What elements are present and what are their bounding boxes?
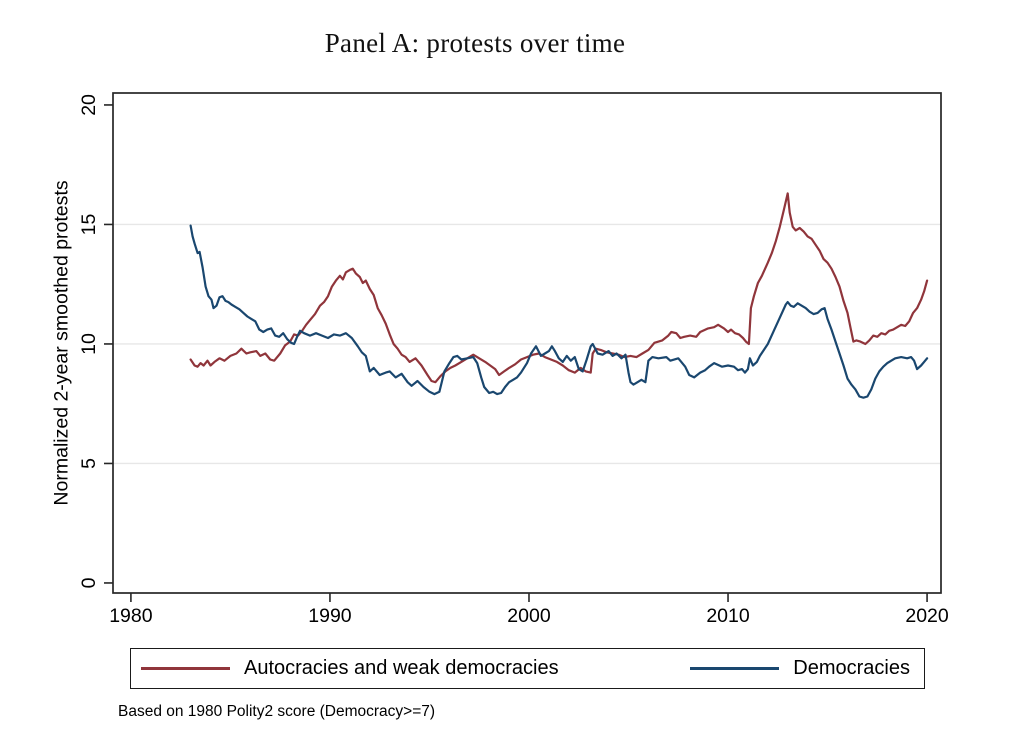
series-line-democracies <box>189 224 929 399</box>
y-tick-label-10: 10 <box>78 333 100 355</box>
democracies-line-swatch <box>690 667 780 670</box>
y-tick-label-20: 20 <box>78 94 100 116</box>
x-tick-label-2020: 2020 <box>905 605 949 627</box>
plot-frame <box>112 92 942 594</box>
y-tick-label-15: 15 <box>78 213 100 235</box>
series-line-autocracies <box>189 192 929 384</box>
legend-entry-democracies: Democracies <box>690 657 910 680</box>
x-tick-label-2010: 2010 <box>706 605 750 627</box>
legend-label-autocracies: Autocracies and weak democracies <box>244 657 559 679</box>
y-tick-label-0: 0 <box>78 577 100 588</box>
legend-label-democracies: Democracies <box>793 657 910 679</box>
y-tick-label-5: 5 <box>78 458 100 469</box>
chart-title: Panel A: protests over time <box>324 28 626 58</box>
autocracies-line-swatch <box>141 667 230 670</box>
x-tick-label-1980: 1980 <box>109 605 153 627</box>
x-tick-label-1990: 1990 <box>308 605 352 627</box>
legend: Autocracies and weak democracies Democra… <box>130 648 925 689</box>
legend-entry-autocracies: Autocracies and weak democracies <box>141 657 559 680</box>
x-tick-label-2000: 2000 <box>507 605 551 627</box>
footnote: Based on 1980 Polity2 score (Democracy>=… <box>118 703 436 720</box>
